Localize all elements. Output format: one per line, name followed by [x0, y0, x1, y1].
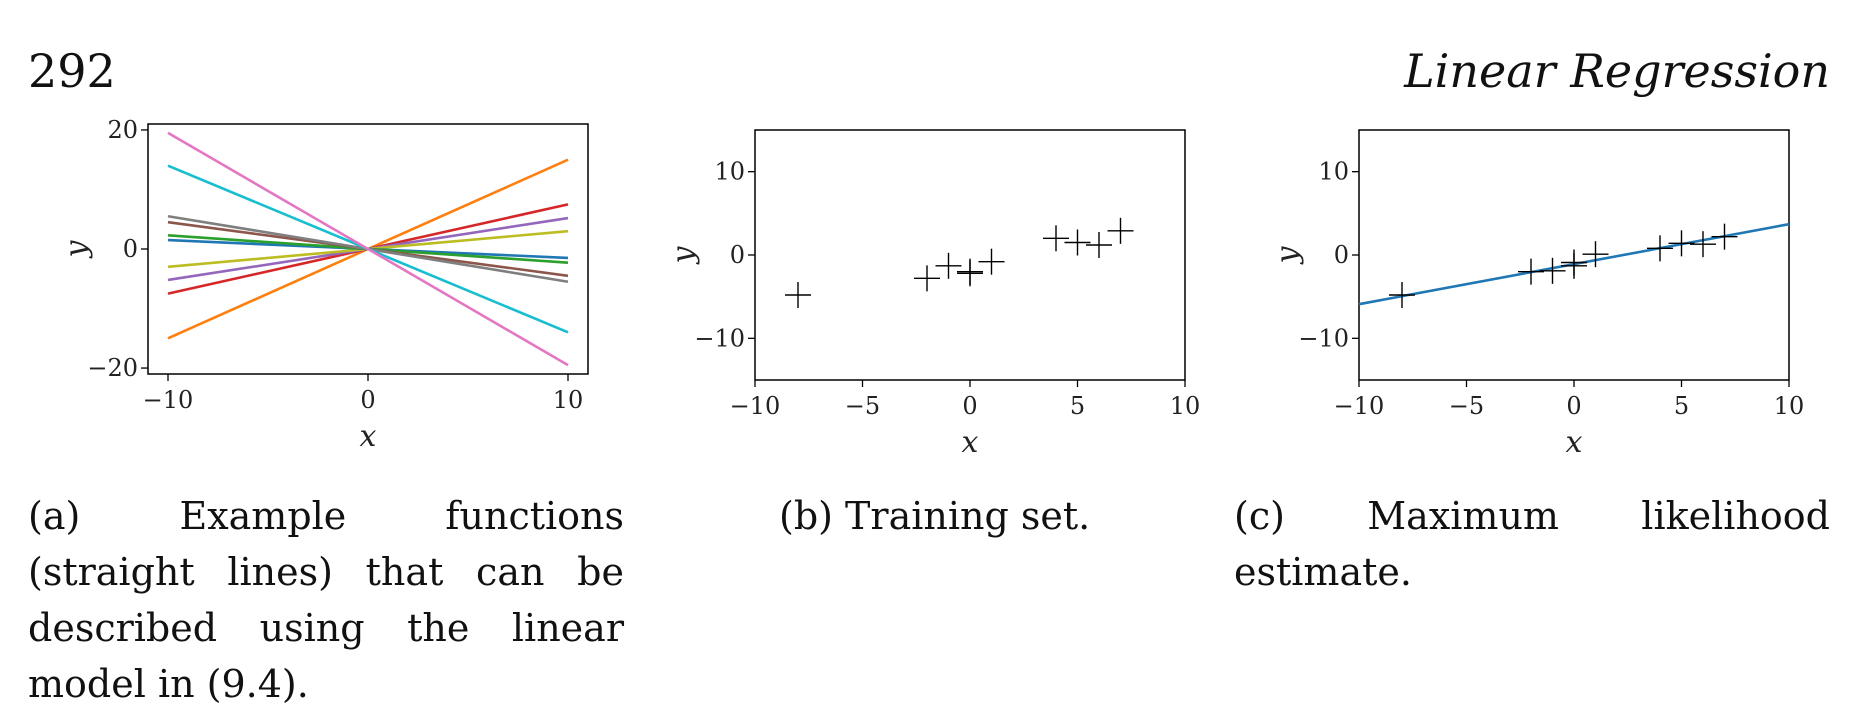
y-axis-label: y [666, 245, 701, 265]
series-line [167, 131, 569, 367]
y-tick-label: 0 [730, 241, 745, 269]
y-tick-label: −10 [1298, 324, 1349, 352]
x-tick-label: 10 [1170, 392, 1201, 420]
data-point [957, 260, 983, 287]
x-tick-label: −5 [845, 392, 880, 420]
chart-c: −10 −5 0 5 10 −10 0 10 x y [1270, 129, 1805, 460]
data-point [1711, 223, 1738, 250]
data-point [1647, 235, 1673, 262]
y-axis-label: y [59, 239, 94, 259]
chart-b: −10 −5 0 5 10 −10 0 10 x y [666, 129, 1201, 460]
data-point [1389, 282, 1415, 308]
data-point [785, 282, 811, 308]
page-number: 292 [28, 44, 116, 98]
y-tick-label: 10 [714, 158, 745, 186]
x-tick-label: −10 [143, 386, 194, 414]
x-tick-label: 0 [1566, 392, 1581, 420]
data-point [1668, 230, 1695, 257]
y-axis-label: y [1270, 245, 1305, 265]
x-tick-label: −5 [1449, 392, 1484, 420]
plot-frame [754, 129, 1186, 381]
y-tick-label: 10 [1318, 158, 1349, 186]
x-tick-label: 5 [1674, 392, 1689, 420]
caption-a: (a) Example functions (straight lines) t… [28, 494, 624, 706]
caption-b: (b) Training set. [779, 494, 1091, 538]
x-tick-label: 5 [1070, 392, 1085, 420]
x-tick-label: −10 [1334, 392, 1385, 420]
x-tick-label: 0 [360, 386, 375, 414]
y-tick-label: −20 [87, 354, 138, 382]
data-point [1518, 258, 1544, 285]
x-axis-label: x [1566, 425, 1583, 460]
y-tick-label: 0 [1334, 241, 1349, 269]
y-tick-label: −10 [694, 324, 745, 352]
x-tick-label: −10 [730, 392, 781, 420]
chart-a: −10 0 10 −20 0 20 x y [59, 116, 589, 454]
y-tick-label: 0 [123, 235, 138, 263]
x-axis-label: x [962, 425, 979, 460]
data-point [978, 248, 1005, 275]
data-point [1086, 232, 1112, 258]
x-tick-label: 10 [1774, 392, 1805, 420]
y-tick-label: 20 [107, 116, 138, 144]
x-tick-label: 10 [553, 386, 584, 414]
running-head: Linear Regression [1404, 44, 1830, 98]
data-point [1539, 257, 1566, 284]
data-point [1064, 229, 1091, 256]
x-tick-label: 0 [962, 392, 977, 420]
data-point [1107, 217, 1134, 244]
data-point [1690, 231, 1716, 258]
data-point [935, 252, 962, 279]
x-axis-label: x [360, 419, 377, 454]
caption-c: (c) Maximum likelihood estimate. [1234, 494, 1830, 594]
data-point [1561, 249, 1587, 276]
data-point [914, 265, 940, 292]
data-point [1043, 225, 1069, 252]
data-point [1582, 241, 1609, 268]
